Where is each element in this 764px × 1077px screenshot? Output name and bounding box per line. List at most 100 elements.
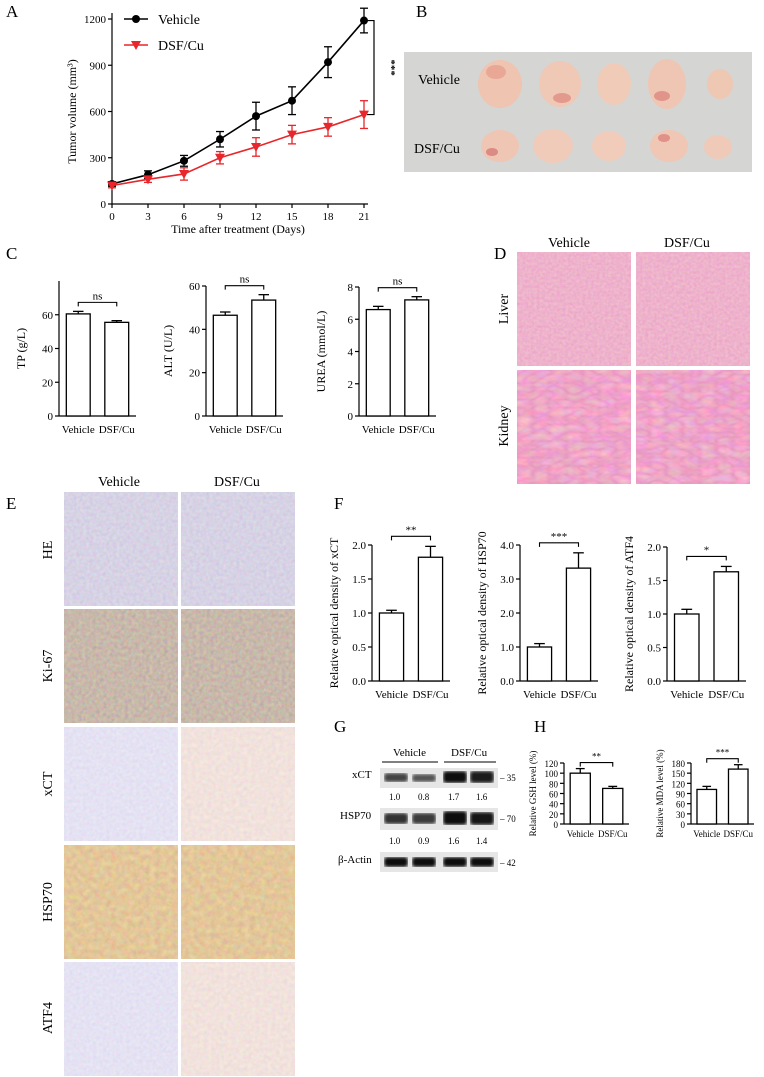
C2-y-tick-label: 0 bbox=[195, 411, 201, 423]
H2-y-tick-label: 180 bbox=[672, 759, 686, 769]
panel-label-g: G bbox=[334, 717, 346, 736]
atf4-density-bar-chart: 0.0 0.5 1.0 1.5 2.0 Vehicle DSF/Cu * Relative op… bbox=[622, 536, 746, 701]
H2-y-tick-label: 90 bbox=[676, 790, 686, 800]
F2-x-tick-label-0: Vehicle bbox=[523, 689, 556, 701]
C2-significance-bracket bbox=[224, 285, 265, 290]
panel-label-a: A bbox=[6, 2, 19, 21]
C1-y-axis-label: TP (g/L) bbox=[14, 328, 28, 369]
F3-x-tick-label-0: Vehicle bbox=[670, 689, 703, 701]
H1-y-tick-label: 100 bbox=[545, 769, 559, 779]
tumor-dsf-5 bbox=[704, 135, 732, 159]
H2-y-tick-label: 60 bbox=[676, 800, 686, 810]
panel-label-h: H bbox=[534, 717, 546, 736]
H1-y-tick-label: 0 bbox=[554, 820, 559, 830]
a-x-tick-label: 21 bbox=[359, 211, 370, 223]
F1-y-tick-label: 1.0 bbox=[352, 608, 366, 620]
C1-x-tick-label-1: DSF/Cu bbox=[99, 424, 136, 436]
tumor-dsf-3 bbox=[592, 131, 626, 161]
band-actin-3 bbox=[443, 857, 467, 867]
a-point-dsf bbox=[251, 142, 261, 152]
C3-y-axis-label: UREA (mmol/L) bbox=[314, 311, 328, 393]
band-hsp70-2 bbox=[412, 813, 436, 824]
H1-y-tick-label: 120 bbox=[545, 759, 559, 769]
F1-bar-1 bbox=[417, 556, 444, 682]
tumor-vehicle-4 bbox=[648, 59, 686, 109]
band-xct-2 bbox=[412, 774, 436, 782]
H2-significance-bracket bbox=[706, 758, 739, 763]
C3-significance-label: ns bbox=[393, 276, 403, 288]
F2-y-axis-label: Relative optical density of HSP70 bbox=[475, 531, 489, 694]
blot-value-hsp70-2: 0.9 bbox=[418, 836, 430, 846]
blot-value-xct-3: 1.7 bbox=[448, 792, 460, 802]
F3-y-tick-label: 0.0 bbox=[647, 676, 661, 688]
F2-bar-0 bbox=[526, 646, 553, 682]
C1-y-tick-label: 0 bbox=[48, 411, 54, 423]
panel-label-b: B bbox=[416, 2, 427, 21]
panel-label-f: F bbox=[334, 494, 343, 513]
histology-row-label-liver: Liver bbox=[497, 294, 512, 325]
H1-y-axis-label: Relative GSH level (%) bbox=[528, 751, 538, 837]
a-point-dsf bbox=[143, 175, 153, 185]
F3-x-tick-label-1: DSF/Cu bbox=[708, 689, 745, 701]
ihc-xct-dsf bbox=[181, 727, 295, 841]
panel-label-d: D bbox=[494, 244, 506, 263]
F1-significance-bracket bbox=[390, 535, 432, 541]
blot-group-label-dsf: DSF/Cu bbox=[451, 747, 488, 759]
C3-y-tick-label: 6 bbox=[348, 314, 354, 326]
F1-y-tick-label: 0.0 bbox=[352, 676, 366, 688]
a-y-axis-label: Tumor volume (mm³) bbox=[65, 59, 79, 164]
a-point-vehicle bbox=[360, 16, 368, 25]
F2-y-tick-label: 0.0 bbox=[500, 676, 514, 688]
organ-histology: Vehicle DSF/Cu Liver Kidney bbox=[497, 236, 750, 484]
a-point-dsf bbox=[215, 153, 225, 163]
band-hsp70-4 bbox=[470, 812, 494, 825]
H2-y-tick-label: 30 bbox=[676, 810, 686, 820]
blot-group-label-vehicle: Vehicle bbox=[393, 747, 426, 759]
C1-y-tick-label: 40 bbox=[42, 344, 54, 356]
ihc-hsp70-dsf bbox=[181, 845, 295, 959]
histology-kidney-vehicle bbox=[517, 370, 631, 484]
F2-y-tick-label: 1.0 bbox=[500, 642, 514, 654]
a-point-vehicle bbox=[252, 112, 260, 121]
H2-bar-1 bbox=[727, 768, 749, 825]
F2-bar-1 bbox=[565, 567, 592, 682]
band-hsp70-3 bbox=[443, 811, 467, 825]
a-y-tick-label: 600 bbox=[90, 107, 107, 119]
H1-y-tick-label: 80 bbox=[549, 779, 559, 789]
tumor-photo-row-label-dsf: DSF/Cu bbox=[414, 142, 460, 157]
H1-bar-0 bbox=[569, 772, 591, 825]
C3-y-tick-label: 2 bbox=[348, 379, 354, 391]
C2-bar-1 bbox=[251, 299, 277, 417]
blot-label-actin: β-Actin bbox=[338, 854, 372, 866]
F3-y-tick-label: 2.0 bbox=[647, 542, 661, 554]
blot-value-xct-1: 1.0 bbox=[389, 792, 401, 802]
histology-liver-dsf bbox=[636, 252, 750, 366]
a-point-dsf bbox=[323, 122, 333, 132]
a-point-vehicle bbox=[288, 96, 296, 105]
ihc-hsp70-vehicle bbox=[64, 845, 178, 959]
H1-significance-label: ** bbox=[592, 752, 602, 762]
ihc-ki67-vehicle bbox=[64, 609, 178, 723]
H1-significance-bracket bbox=[579, 762, 614, 767]
F2-significance-label: *** bbox=[551, 531, 568, 543]
C3-significance-bracket bbox=[377, 287, 418, 292]
a-point-vehicle bbox=[180, 156, 188, 165]
ihc-row-label-hsp70: HSP70 bbox=[41, 882, 56, 922]
ihc-staining-grid: Vehicle DSF/Cu HE Ki-67 xCT HSP70 ATF4 bbox=[41, 475, 295, 1076]
H2-y-tick-label: 0 bbox=[681, 820, 686, 830]
band-xct-3 bbox=[443, 771, 467, 783]
a-x-tick-label: 0 bbox=[109, 211, 115, 223]
tp-bar-chart: 0 20 40 60 Vehicle DSF/Cu ns TP (g/L) bbox=[14, 281, 136, 436]
C3-bar-0 bbox=[365, 308, 391, 417]
tumor-dsf-4 bbox=[650, 130, 688, 162]
blot-value-hsp70-3: 1.6 bbox=[448, 836, 460, 846]
blot-value-xct-4: 1.6 bbox=[476, 792, 488, 802]
band-actin-4 bbox=[470, 857, 494, 867]
C3-y-tick-label: 0 bbox=[348, 411, 354, 423]
C2-y-tick-label: 60 bbox=[189, 281, 201, 293]
a-y-tick-label: 1200 bbox=[84, 14, 107, 26]
F3-bar-0 bbox=[673, 613, 700, 682]
ihc-he-dsf bbox=[181, 492, 295, 606]
C3-y-tick-label: 8 bbox=[348, 282, 354, 294]
